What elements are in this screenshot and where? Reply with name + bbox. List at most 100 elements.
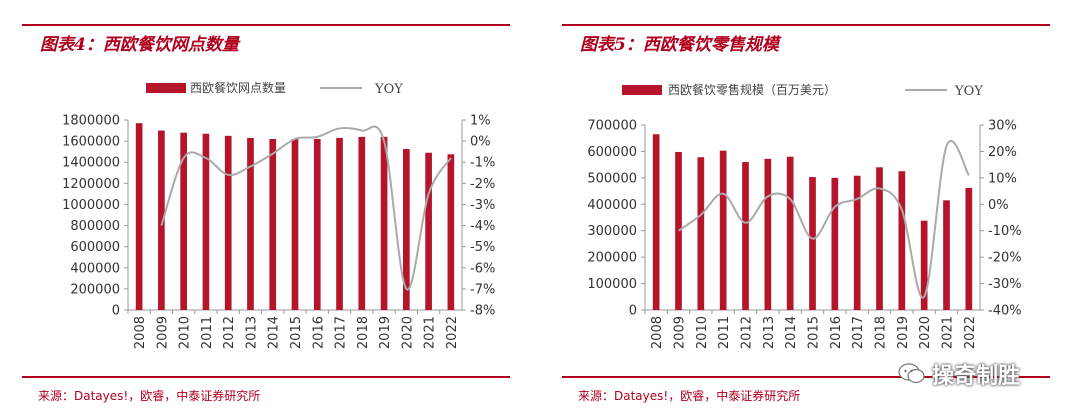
x-tick-label: 2008 bbox=[650, 316, 665, 349]
x-tick-label: 2009 bbox=[673, 316, 688, 349]
bottom-rule bbox=[562, 376, 1050, 378]
legend: 西欧餐饮网点数量 YOY bbox=[146, 80, 403, 97]
y2-tick-label: -1% bbox=[470, 156, 495, 171]
bar-2010 bbox=[697, 157, 705, 310]
legend-bar-swatch bbox=[146, 83, 186, 93]
y2-tick-label: -6% bbox=[470, 261, 495, 276]
x-tick-label: 2011 bbox=[200, 316, 215, 349]
bar-2009 bbox=[675, 151, 682, 310]
x-tick-label: 2014 bbox=[267, 316, 282, 349]
y-tick-label: 300000 bbox=[587, 224, 637, 239]
watermark-text: 操奇制胜 bbox=[932, 364, 1021, 389]
y-tick-label: 400000 bbox=[587, 198, 637, 213]
source-note: 来源：Datayes!，欧睿，中泰证券研究所 bbox=[578, 389, 801, 403]
bottom-rule bbox=[22, 376, 510, 378]
bar-2013 bbox=[764, 158, 772, 310]
x-tick-label: 2015 bbox=[289, 316, 304, 349]
bar-2018 bbox=[876, 167, 883, 310]
bar-2019 bbox=[380, 136, 388, 310]
bar-2022 bbox=[447, 154, 455, 310]
bar-2008 bbox=[135, 123, 143, 310]
yoy-line bbox=[677, 140, 970, 299]
y2-tick-label: -3% bbox=[470, 198, 495, 213]
bar-2019 bbox=[898, 171, 906, 310]
bar-2015 bbox=[809, 177, 816, 310]
y2-tick-label: -8% bbox=[470, 304, 495, 319]
bar-2013 bbox=[247, 137, 254, 310]
y2-tick-label: -20% bbox=[988, 251, 1022, 266]
x-tick-label: 2009 bbox=[155, 316, 170, 349]
y-tick-label: 1400000 bbox=[62, 156, 120, 171]
watermark: 操奇制胜 bbox=[898, 358, 1020, 390]
x-tick-label: 2013 bbox=[762, 316, 777, 349]
y-tick-label: 0 bbox=[629, 304, 637, 319]
y2-tick-label: -2% bbox=[470, 177, 495, 192]
wechat-icon bbox=[898, 363, 925, 384]
chart-title: 图表4：西欧餐饮网点数量 bbox=[40, 35, 239, 55]
bar-2016 bbox=[831, 177, 839, 310]
bar-2012 bbox=[742, 162, 749, 310]
bar-2011 bbox=[202, 133, 210, 310]
x-tick-label: 2015 bbox=[807, 316, 822, 349]
y2-tick-label: -7% bbox=[470, 282, 495, 297]
bar-2022 bbox=[965, 187, 973, 310]
x-tick-label: 2021 bbox=[941, 316, 956, 349]
y-tick-label: 0 bbox=[112, 304, 120, 319]
legend-label-bars: 西欧餐饮网点数量 bbox=[190, 80, 286, 95]
y2-tick-label: 1% bbox=[470, 114, 491, 129]
bar-2020 bbox=[920, 220, 928, 310]
source-note: 来源：Datayes!，欧睿，中泰证券研究所 bbox=[38, 389, 261, 403]
x-tick-label: 2011 bbox=[717, 316, 732, 349]
bar-2016 bbox=[313, 139, 321, 310]
bar-2021 bbox=[943, 200, 950, 310]
chart-outlets: 西欧餐饮网点数量 YOY 1800000 1600000 1400000 1200000 1… bbox=[62, 80, 495, 349]
y2-tick-label: 20% bbox=[988, 145, 1017, 160]
bar-2014 bbox=[786, 156, 794, 310]
x-tick-label: 2017 bbox=[851, 316, 866, 349]
y-tick-label: 1000000 bbox=[62, 198, 120, 213]
y-tick-label: 800000 bbox=[70, 219, 120, 234]
x-tick-label: 2018 bbox=[356, 316, 371, 349]
x-tick-label: 2019 bbox=[378, 316, 393, 349]
y-tick-label: 400000 bbox=[70, 261, 120, 276]
top-rule bbox=[22, 24, 510, 26]
y-tick-label: 500000 bbox=[587, 171, 637, 186]
y-tick-label: 200000 bbox=[587, 251, 637, 266]
legend-label-yoy: YOY bbox=[954, 84, 983, 99]
y-tick-label: 700000 bbox=[587, 119, 637, 134]
legend-label-bars: 西欧餐饮零售规模（百万美元） bbox=[668, 82, 836, 97]
x-tick-label: 2010 bbox=[178, 316, 193, 349]
x-tick-label: 2020 bbox=[918, 316, 933, 349]
x-tick-label: 2012 bbox=[222, 316, 237, 349]
bar-2011 bbox=[719, 150, 727, 310]
top-rule bbox=[562, 24, 1050, 26]
y-tick-label: 1800000 bbox=[62, 114, 120, 129]
y2-tick-label: -40% bbox=[988, 304, 1022, 319]
bar-2017 bbox=[853, 175, 861, 310]
y2-tick-label: -4% bbox=[470, 219, 495, 234]
bar-2010 bbox=[180, 132, 188, 310]
y2-tick-label: 10% bbox=[988, 171, 1017, 186]
y-tick-label: 600000 bbox=[587, 145, 637, 160]
y2-tick-label: 0% bbox=[470, 135, 491, 150]
x-tick-label: 2017 bbox=[334, 316, 349, 349]
y-tick-label: 100000 bbox=[587, 277, 637, 292]
bar-2020 bbox=[402, 149, 410, 310]
bar-2012 bbox=[224, 135, 232, 310]
y2-tick-label: -5% bbox=[470, 240, 495, 255]
y2-tick-label: -30% bbox=[988, 277, 1022, 292]
x-tick-label: 2013 bbox=[244, 316, 259, 349]
y-tick-label: 200000 bbox=[70, 282, 120, 297]
x-tick-label: 2010 bbox=[695, 316, 710, 349]
x-tick-label: 2016 bbox=[311, 316, 326, 349]
x-tick-label: 2016 bbox=[829, 316, 844, 349]
x-tick-label: 2022 bbox=[963, 316, 978, 349]
x-tick-label: 2008 bbox=[133, 316, 148, 349]
x-tick-label: 2021 bbox=[423, 316, 438, 349]
x-tick-label: 2022 bbox=[445, 316, 460, 349]
chart-retail: 西欧餐饮零售规模（百万美元） YOY 700000 600000 500000 40000… bbox=[587, 82, 1022, 349]
bar-2008 bbox=[652, 134, 660, 310]
y-tick-label: 600000 bbox=[70, 240, 120, 255]
bar-2018 bbox=[358, 136, 366, 310]
bar-2015 bbox=[291, 139, 299, 310]
